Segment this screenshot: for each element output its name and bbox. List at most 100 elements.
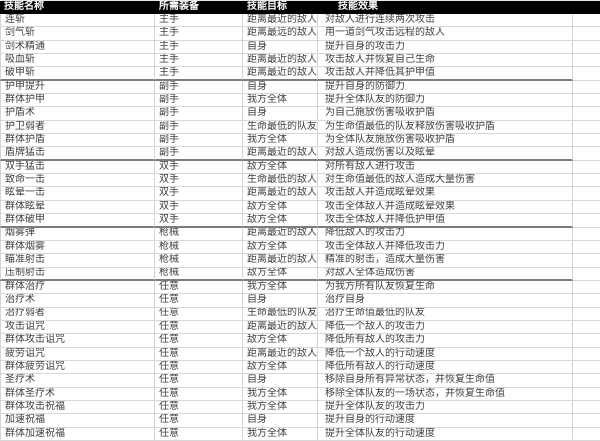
cell-target[interactable]: 生命最低的敌人 [243, 174, 318, 188]
cell-target[interactable]: 敌方全体 [243, 267, 318, 281]
cell-skill-name[interactable]: 连斩 [0, 14, 155, 28]
header-cell-empty[interactable] [573, 1, 600, 14]
cell-equipment[interactable]: 双手 [155, 187, 243, 201]
cell-effect[interactable]: 治疗生命值最低的队友 [318, 307, 573, 321]
cell-effect[interactable]: 为生命值最低的队友释放伤害吸收护盾 [318, 120, 573, 135]
cell-equipment[interactable]: 任意 [155, 320, 243, 335]
cell-empty[interactable] [573, 107, 600, 121]
cell-equipment[interactable]: 主手 [155, 14, 243, 28]
cell-empty[interactable] [573, 388, 600, 401]
cell-empty[interactable] [573, 161, 600, 175]
header-cell-effect[interactable]: 技能效果 [318, 1, 573, 14]
cell-target[interactable]: 我方全体 [243, 134, 318, 148]
cell-skill-name[interactable]: 瞄准射击 [0, 254, 155, 268]
cell-skill-name[interactable]: 加速祝福 [0, 414, 155, 428]
cell-target[interactable]: 敌方全体 [243, 360, 318, 375]
cell-empty[interactable] [573, 14, 600, 28]
header-cell-equipment[interactable]: 所需装备 [155, 1, 243, 14]
cell-equipment[interactable]: 副手 [155, 107, 243, 121]
cell-target[interactable]: 距离最近的敌人 [243, 254, 318, 268]
cell-skill-name[interactable]: 剑术精通 [0, 40, 155, 55]
cell-skill-name[interactable]: 吸血斩 [0, 54, 155, 68]
cell-skill-name[interactable]: 群体破甲 [0, 214, 155, 228]
cell-target[interactable]: 敌方全体 [243, 200, 318, 215]
cell-empty[interactable] [573, 428, 600, 441]
cell-equipment[interactable]: 任意 [155, 400, 243, 415]
cell-target[interactable]: 我方全体 [243, 280, 318, 295]
cell-equipment[interactable]: 主手 [155, 40, 243, 55]
cell-empty[interactable] [573, 41, 600, 55]
cell-target[interactable]: 敌方全体 [243, 334, 318, 348]
cell-equipment[interactable]: 双手 [155, 200, 243, 215]
cell-effect[interactable]: 降低所有敌人的行动速度 [318, 360, 573, 375]
cell-effect[interactable]: 对敌人造成伤害以及眩晕 [318, 147, 573, 161]
cell-target[interactable]: 敌方全体 [243, 240, 318, 255]
cell-target[interactable]: 敌方全体 [243, 214, 318, 228]
cell-effect[interactable]: 对敌人全体造成伤害 [318, 267, 573, 281]
cell-effect[interactable]: 提升自身的攻击力 [318, 40, 573, 55]
cell-effect[interactable]: 提升自身的防御力 [318, 80, 573, 95]
cell-equipment[interactable]: 主手 [155, 54, 243, 68]
cell-effect[interactable]: 治疗自身 [318, 294, 573, 308]
cell-equipment[interactable]: 枪械 [155, 240, 243, 255]
cell-skill-name[interactable]: 破甲斩 [0, 67, 155, 81]
cell-target[interactable]: 自身 [243, 40, 318, 55]
cell-equipment[interactable]: 副手 [155, 120, 243, 135]
cell-target[interactable]: 敌方全体 [243, 160, 318, 175]
cell-empty[interactable] [573, 228, 600, 241]
cell-empty[interactable] [573, 294, 600, 308]
cell-effect[interactable]: 降低敌人的攻击力 [318, 227, 573, 241]
cell-skill-name[interactable]: 群体疲劳诅咒 [0, 360, 155, 375]
cell-empty[interactable] [573, 81, 600, 95]
cell-empty[interactable] [573, 27, 600, 41]
cell-empty[interactable] [573, 401, 600, 415]
cell-equipment[interactable]: 任意 [155, 427, 243, 441]
cell-effect[interactable]: 移除全体队友的一场状态，并恢复生命值 [318, 387, 573, 401]
cell-target[interactable]: 自身 [243, 107, 318, 121]
cell-effect[interactable]: 为自己施放伤害吸收护盾 [318, 107, 573, 121]
cell-equipment[interactable]: 枪械 [155, 227, 243, 241]
cell-effect[interactable]: 为我方所有队友恢复生命 [318, 280, 573, 295]
cell-effect[interactable]: 降低一个敌人的攻击力 [318, 320, 573, 335]
cell-empty[interactable] [573, 321, 600, 335]
cell-empty[interactable] [573, 361, 600, 375]
cell-effect[interactable]: 对敌人进行连续两次攻击 [318, 14, 573, 28]
cell-empty[interactable] [573, 374, 600, 388]
cell-target[interactable]: 生命最低的队友 [243, 307, 318, 321]
cell-skill-name[interactable]: 群体护盾 [0, 134, 155, 148]
cell-target[interactable]: 距离最近的敌人 [243, 227, 318, 241]
cell-effect[interactable]: 用一道剑气攻击远程的敌人 [318, 27, 573, 41]
cell-target[interactable]: 我方全体 [243, 387, 318, 401]
cell-skill-name[interactable]: 群体治疗 [0, 280, 155, 295]
cell-equipment[interactable]: 枪械 [155, 267, 243, 281]
cell-equipment[interactable]: 双手 [155, 160, 243, 175]
cell-effect[interactable]: 提升全体队友的行动速度 [318, 427, 573, 441]
cell-effect[interactable]: 攻击全体敌人并降低攻击力 [318, 240, 573, 255]
cell-skill-name[interactable]: 群体护甲 [0, 94, 155, 108]
cell-target[interactable]: 距离最近的敌人 [243, 54, 318, 68]
cell-target[interactable]: 我方全体 [243, 94, 318, 108]
cell-equipment[interactable]: 任意 [155, 280, 243, 295]
cell-equipment[interactable]: 任意 [155, 307, 243, 321]
cell-effect[interactable]: 对生命值最低的敌人造成大量伤害 [318, 174, 573, 188]
cell-skill-name[interactable]: 疲劳诅咒 [0, 347, 155, 361]
cell-target[interactable]: 距离最近的敌人 [243, 14, 318, 28]
cell-empty[interactable] [573, 254, 600, 268]
cell-skill-name[interactable]: 群体攻击诅咒 [0, 334, 155, 348]
cell-skill-name[interactable]: 护卫弱者 [0, 120, 155, 135]
cell-equipment[interactable]: 主手 [155, 67, 243, 81]
cell-effect[interactable]: 攻击全体敌人并造成眩晕效果 [318, 200, 573, 215]
cell-empty[interactable] [573, 334, 600, 348]
cell-target[interactable]: 自身 [243, 374, 318, 388]
cell-empty[interactable] [573, 268, 600, 281]
cell-empty[interactable] [573, 201, 600, 215]
cell-effect[interactable]: 降低一个敌人的行动速度 [318, 347, 573, 361]
cell-skill-name[interactable]: 眩晕一击 [0, 187, 155, 201]
header-cell-skill-name[interactable]: 技能名称 [0, 1, 155, 14]
cell-empty[interactable] [573, 414, 600, 428]
cell-empty[interactable] [573, 54, 600, 68]
cell-equipment[interactable]: 副手 [155, 80, 243, 95]
cell-target[interactable]: 距离最近的敌人 [243, 347, 318, 361]
cell-effect[interactable]: 攻击敌人并造成眩晕效果 [318, 187, 573, 201]
cell-equipment[interactable]: 主手 [155, 27, 243, 41]
